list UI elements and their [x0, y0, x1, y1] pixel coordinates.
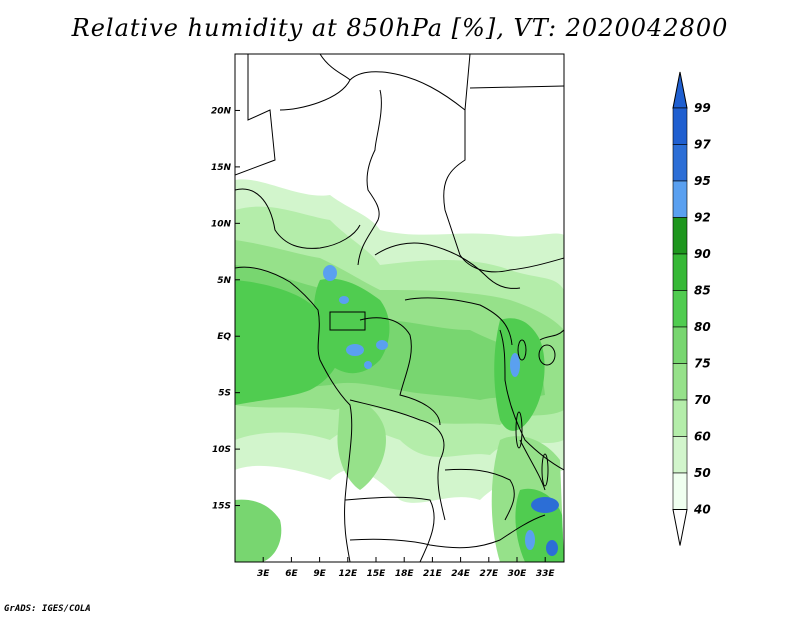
- chart-title: Relative humidity at 850hPa [%], VT: 202…: [71, 14, 729, 42]
- saturation-cell: [510, 353, 520, 377]
- humidity-shade-east-rift: [494, 318, 545, 431]
- saturation-cell: [525, 530, 535, 550]
- colorbar-level-label: 70: [694, 393, 711, 407]
- colorbar-bottom-arrow: [672, 509, 688, 546]
- grads-credit: GrADS: IGES/COLA: [4, 604, 91, 614]
- longitude-axis: 3E 6E 9E 12E 15E 18E 21E 24E 27E 30E 33E: [257, 557, 555, 579]
- humidity-shade-congo: [313, 278, 390, 374]
- lat-tick-label: 5N: [217, 276, 231, 286]
- lat-tick-label: EQ: [217, 332, 231, 342]
- colorbar-swatch: [672, 253, 688, 291]
- saturation-cell: [531, 497, 559, 513]
- colorbar-level-label: 75: [694, 357, 711, 371]
- colorbar-swatch: [672, 290, 688, 328]
- colorbar-swatch: [672, 436, 688, 474]
- colorbar-level-label: 80: [694, 320, 711, 334]
- lat-tick-label: 15N: [211, 163, 232, 173]
- map-frame: [234, 53, 565, 563]
- saturation-cell: [376, 340, 388, 350]
- lat-tick-label: 10S: [212, 445, 231, 455]
- colorbar-level-label: 90: [694, 247, 711, 261]
- lat-tick-label: 15S: [212, 502, 231, 512]
- lon-tick-label: 33E: [536, 569, 556, 579]
- colorbar-level-label: 97: [694, 138, 711, 152]
- lon-tick-label: 30E: [508, 569, 528, 579]
- colorbar-swatch: [672, 180, 688, 218]
- lakes: [515, 339, 556, 487]
- colorbar-swatch: [672, 107, 688, 145]
- colorbar: 99 97 95 92 90 85 80 75 70 60 50 40: [672, 71, 711, 546]
- lon-tick-label: 12E: [338, 569, 358, 579]
- lon-tick-label: 3E: [257, 569, 270, 579]
- saturation-cell: [364, 361, 372, 369]
- colorbar-swatch: [672, 363, 688, 401]
- lon-tick-label: 9E: [313, 569, 326, 579]
- colorbar-level-label: 50: [694, 466, 711, 480]
- saturation-cell: [339, 296, 349, 304]
- lon-tick-label: 15E: [367, 569, 387, 579]
- humidity-shade-sw: [235, 499, 282, 562]
- lon-tick-label: 27E: [479, 569, 499, 579]
- colorbar-swatch: [672, 472, 688, 510]
- saturation-cell: [546, 540, 558, 556]
- colorbar-level-label: 85: [694, 284, 711, 298]
- saturation-cell: [323, 265, 337, 281]
- humidity-shade-angola: [337, 399, 386, 490]
- colorbar-level-label: 60: [694, 430, 711, 444]
- colorbar-level-label: 95: [694, 174, 711, 188]
- lon-tick-label: 24E: [451, 569, 471, 579]
- lon-tick-label: 21E: [423, 569, 443, 579]
- colorbar-swatch: [672, 326, 688, 364]
- lon-tick-label: 18E: [395, 569, 415, 579]
- colorbar-level-label: 92: [694, 211, 711, 225]
- colorbar-swatch: [672, 399, 688, 437]
- colorbar-level-label: 99: [694, 101, 711, 115]
- humidity-map: [235, 54, 564, 562]
- saturation-cell: [346, 344, 364, 356]
- colorbar-level-label: 40: [693, 503, 711, 517]
- latitude-axis: 20N 15N 10N 5N EQ 5S 10S 15S: [211, 106, 240, 512]
- lon-tick-label: 6E: [285, 569, 298, 579]
- lat-tick-label: 5S: [218, 389, 231, 399]
- lat-tick-label: 10N: [211, 219, 232, 229]
- colorbar-swatch: [672, 144, 688, 182]
- colorbar-top-arrow: [672, 71, 688, 109]
- lat-tick-label: 20N: [211, 106, 232, 116]
- colorbar-swatch: [672, 217, 688, 255]
